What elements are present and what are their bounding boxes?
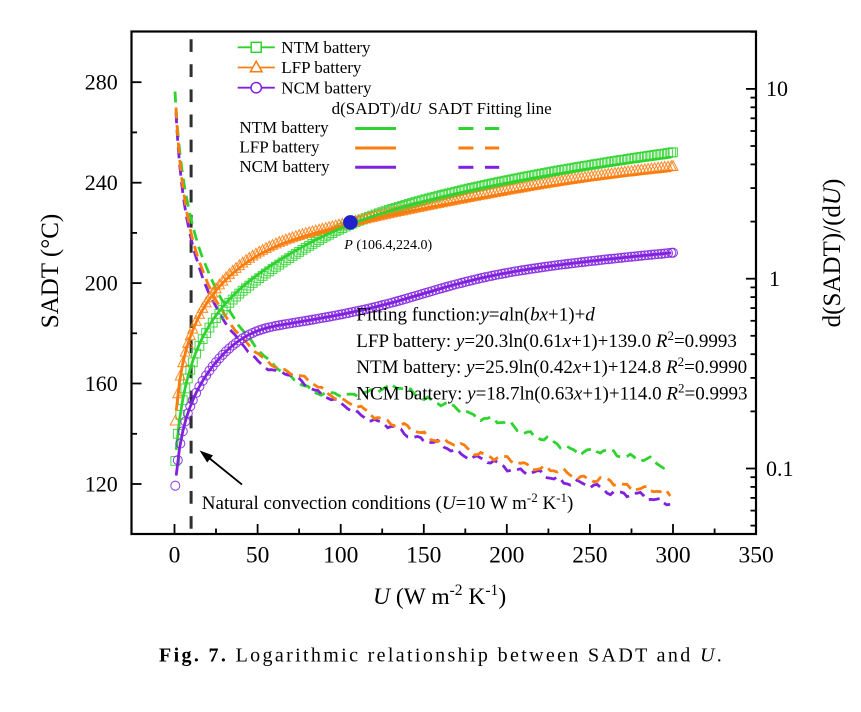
- svg-text:120: 120: [85, 471, 118, 496]
- svg-text:50: 50: [246, 543, 270, 569]
- svg-text:10: 10: [766, 76, 788, 101]
- svg-text:NCM battery: NCM battery: [239, 157, 330, 176]
- svg-text:Natural convection conditions: Natural convection conditions (U=10 W m-…: [202, 490, 574, 514]
- svg-text:P (106.4,224.0): P (106.4,224.0): [343, 238, 432, 253]
- svg-text:d(SADT)/dU: d(SADT)/dU: [332, 99, 423, 118]
- svg-text:SADT (°C): SADT (°C): [37, 214, 64, 328]
- svg-text:150: 150: [406, 543, 441, 569]
- svg-text:NTM battery: NTM battery: [281, 38, 371, 57]
- svg-text:160: 160: [85, 371, 118, 396]
- svg-text:NTM battery: y=25.9ln(0.42x+1): NTM battery: y=25.9ln(0.42x+1)+124.8 R2=…: [356, 354, 747, 378]
- svg-text:240: 240: [85, 170, 118, 195]
- svg-text:NTM battery: NTM battery: [239, 118, 329, 137]
- svg-text:0: 0: [169, 543, 181, 569]
- svg-text:300: 300: [655, 543, 690, 569]
- svg-text:1: 1: [769, 266, 780, 291]
- svg-text:NCM battery: y=18.7ln(0.63x+1): NCM battery: y=18.7ln(0.63x+1)+114.0 R2=…: [356, 381, 747, 405]
- svg-text:LFP battery: y=20.3ln(0.61x+1): LFP battery: y=20.3ln(0.61x+1)+139.0 R2=…: [356, 328, 737, 352]
- svg-text:d(SADT)/(dU): d(SADT)/(dU): [819, 179, 846, 328]
- svg-text:200: 200: [85, 270, 118, 295]
- svg-text:NCM battery: NCM battery: [281, 78, 372, 97]
- svg-text:200: 200: [489, 543, 524, 569]
- svg-text:LFP battery: LFP battery: [281, 58, 362, 77]
- svg-text:100: 100: [323, 543, 358, 569]
- svg-text:350: 350: [738, 543, 773, 569]
- svg-text:Fig. 7. Logarithmic relations: Fig. 7. Logarithmic relationship between…: [159, 645, 724, 667]
- svg-text:U (W m-2 K-1): U (W m-2 K-1): [373, 582, 506, 610]
- svg-text:280: 280: [85, 70, 118, 95]
- svg-text:0.1: 0.1: [766, 456, 794, 481]
- svg-text:Fitting function:y=aln(bx+1)+d: Fitting function:y=aln(bx+1)+d: [356, 305, 595, 326]
- svg-text:SADT Fitting line: SADT Fitting line: [428, 99, 551, 118]
- svg-text:250: 250: [572, 543, 607, 569]
- svg-text:LFP battery: LFP battery: [239, 138, 320, 157]
